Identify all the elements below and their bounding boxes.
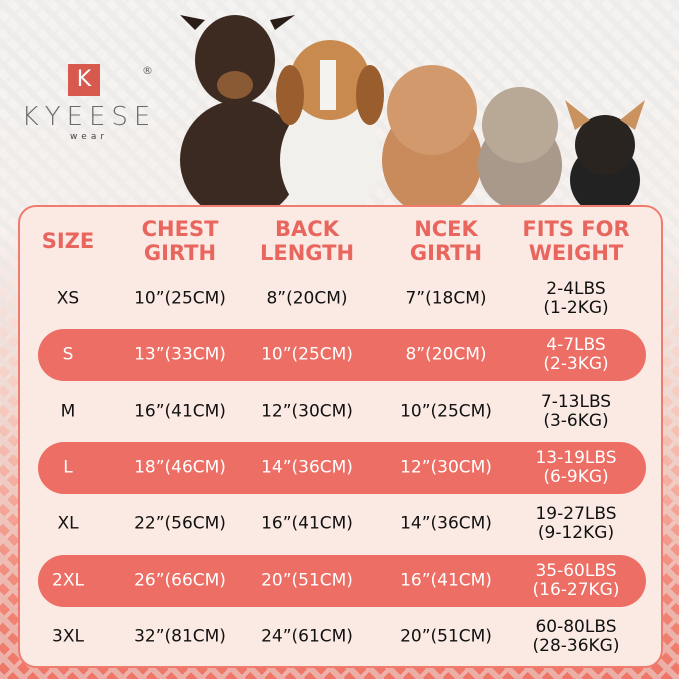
cell-neck: 7”(18CM) [405,288,487,309]
cell-chest: 22”(56CM) [134,513,226,534]
cell-back: 8”(20CM) [266,288,348,309]
cell-back: 16”(41CM) [261,513,353,534]
cell-size: M [60,401,76,422]
cell-weight: 13-19LBS (6-9KG) [535,447,617,487]
weight-line: (1-2KG) [543,298,609,318]
cell-size: S [62,344,74,365]
brand-name: KYEESE [21,102,157,132]
beagle-image [276,40,384,210]
cell-chest: 26”(66CM) [134,570,226,590]
table-row: L 18”(46CM) 14”(36CM) 12”(30CM) 13-19LBS (6-9… [38,441,646,494]
cell-chest: 10”(25CM) [134,288,226,309]
registered-mark: ® [142,64,153,77]
poodle-image [382,65,482,210]
table-row: S 13”(33CM) 10”(25CM) 8”(20CM) 4-7LBS (2-3KG) [38,329,646,382]
cell-back: 24”(61CM) [261,626,353,647]
table-row: XL 22”(56CM) 16”(41CM) 14”(36CM) 19-27LBS (9-… [38,498,646,550]
cell-weight: 35-60LBS (16-27KG) [532,560,620,600]
cell-neck: 12”(30CM) [400,457,492,478]
weight-line: (16-27KG) [532,579,620,600]
dogs-photo [180,15,645,210]
cell-weight: 7-13LBS (3-6KG) [540,391,612,431]
cell-weight: 4-7LBS (2-3KG) [543,336,608,374]
cell-weight: 19-27LBS (9-12KG) [535,505,616,543]
cell-back: 10”(25CM) [261,344,353,365]
chihuahua-image [565,100,645,210]
weight-line: (28-36KG) [532,635,620,656]
cell-neck: 20”(51CM) [400,626,492,647]
header-line: LENGTH [259,241,355,265]
header-line: WEIGHT [528,241,624,265]
weight-line: 4-7LBS [546,335,606,356]
cell-back: 20”(51CM) [261,570,353,590]
cell-back: 12”(30CM) [261,401,353,422]
table-row: 3XL 32”(81CM) 24”(61CM) 20”(51CM) 60-80LBS (2… [38,611,646,663]
size-chart-table: SIZE CHEST GIRTH BACK LENGTH NCEK GIRTH FIT… [18,205,663,668]
cell-neck: 10”(25CM) [400,401,492,422]
header-line: FITS FOR [522,217,630,241]
weight-line: 2-4LBS [546,279,606,299]
table-row: M 16”(41CM) 12”(30CM) 10”(25CM) 7-13LBS (3-6K… [38,386,646,438]
weight-line: (3-6KG) [543,410,609,431]
weight-line: 35-60LBS [535,560,617,581]
cell-neck: 8”(20CM) [405,344,487,365]
brand-logo: K ® KYEESE wear [14,64,164,142]
header-line: CHEST [141,217,219,241]
cell-size: 3XL [52,626,84,647]
header-chest-girth: CHEST GIRTH [142,217,219,265]
brand-subtitle: wear [69,132,109,142]
weight-line: 13-19LBS [535,447,617,468]
table-row: XS 10”(25CM) 8”(20CM) 7”(18CM) 2-4LBS (1-2KG) [38,273,646,325]
header-fits-for-weight: FITS FOR WEIGHT [522,217,629,265]
header-size: SIZE [41,229,95,253]
cell-size: 2XL [52,570,84,590]
header-line: NCEK [414,217,478,241]
cell-size: L [63,457,73,478]
header-back-length: BACK LENGTH [260,217,354,265]
header-line: GIRTH [409,241,483,265]
header-line: GIRTH [143,241,217,265]
cell-neck: 16”(41CM) [400,570,492,590]
cell-size: XL [57,513,79,534]
weight-line: (6-9KG) [543,466,609,487]
header-neck-girth: NCEK GIRTH [410,217,482,265]
cell-chest: 18”(46CM) [134,457,226,478]
header-line: BACK [275,217,339,241]
cell-weight: 2-4LBS (1-2KG) [543,280,608,318]
logo-mark: K [68,64,100,96]
cell-back: 14”(36CM) [261,457,353,478]
weight-line: 19-27LBS [535,504,617,525]
cell-chest: 13”(33CM) [134,344,226,365]
weight-line: 60-80LBS [535,616,617,637]
weight-line: 7-13LBS [540,391,612,412]
cell-weight: 60-80LBS (28-36KG) [532,616,620,656]
cell-size: XS [56,288,80,309]
table-row: 2XL 26”(66CM) 20”(51CM) 16”(41CM) 35-60LBS (1… [38,554,646,607]
cell-chest: 16”(41CM) [134,401,226,422]
terrier-image [478,87,562,210]
weight-line: (2-3KG) [543,354,609,375]
cell-neck: 14”(36CM) [400,513,492,534]
doberman-image [180,15,300,210]
weight-line: (9-12KG) [537,523,615,544]
cell-chest: 32”(81CM) [134,626,226,647]
table-header: SIZE CHEST GIRTH BACK LENGTH NCEK GIRTH FIT… [20,217,661,277]
